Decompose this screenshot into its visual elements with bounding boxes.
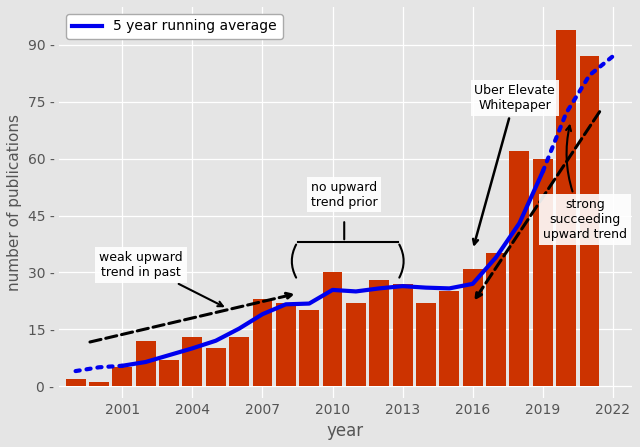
Bar [66,379,86,386]
Text: no upward
trend prior: no upward trend prior [311,181,378,209]
Bar [89,383,109,386]
5 year running average [118,363,126,368]
Bar [113,367,132,386]
Bar [556,30,576,386]
Bar [440,291,460,386]
Bar [580,56,600,386]
Bar [136,341,156,386]
5 year running average [259,312,266,317]
5 year running average [399,283,406,289]
Y-axis label: number of publications: number of publications [7,114,22,291]
5 year running average [516,220,524,226]
Bar [159,360,179,386]
Bar [182,337,202,386]
Bar [533,159,553,386]
Bar [463,269,483,386]
5 year running average [352,289,360,294]
5 year running average [329,287,337,293]
5 year running average [282,302,290,307]
Bar [229,337,249,386]
Bar [416,303,436,386]
5 year running average [376,286,383,291]
5 year running average [469,281,477,287]
Bar [276,303,296,386]
Legend: 5 year running average: 5 year running average [66,14,283,39]
Bar [369,280,389,386]
5 year running average [305,301,313,306]
Bar [206,348,226,386]
5 year running average [422,285,430,290]
Text: strong
succeeding
upward trend: strong succeeding upward trend [543,126,627,241]
5 year running average [492,255,500,260]
Text: weak upward
trend in past: weak upward trend in past [99,251,223,306]
5 year running average [236,326,243,331]
X-axis label: year: year [327,422,364,440]
5 year running average [142,359,150,365]
Bar [393,284,413,386]
Line: 5 year running average: 5 year running average [122,172,543,366]
5 year running average [189,346,196,351]
Bar [253,299,273,386]
Bar [323,273,342,386]
Bar [346,303,366,386]
Bar [486,253,506,386]
Bar [300,310,319,386]
5 year running average [212,338,220,343]
5 year running average [539,169,547,174]
5 year running average [165,353,173,358]
5 year running average [445,286,453,291]
Bar [509,151,529,386]
Text: Uber Elevate
Whitepaper: Uber Elevate Whitepaper [473,84,555,245]
